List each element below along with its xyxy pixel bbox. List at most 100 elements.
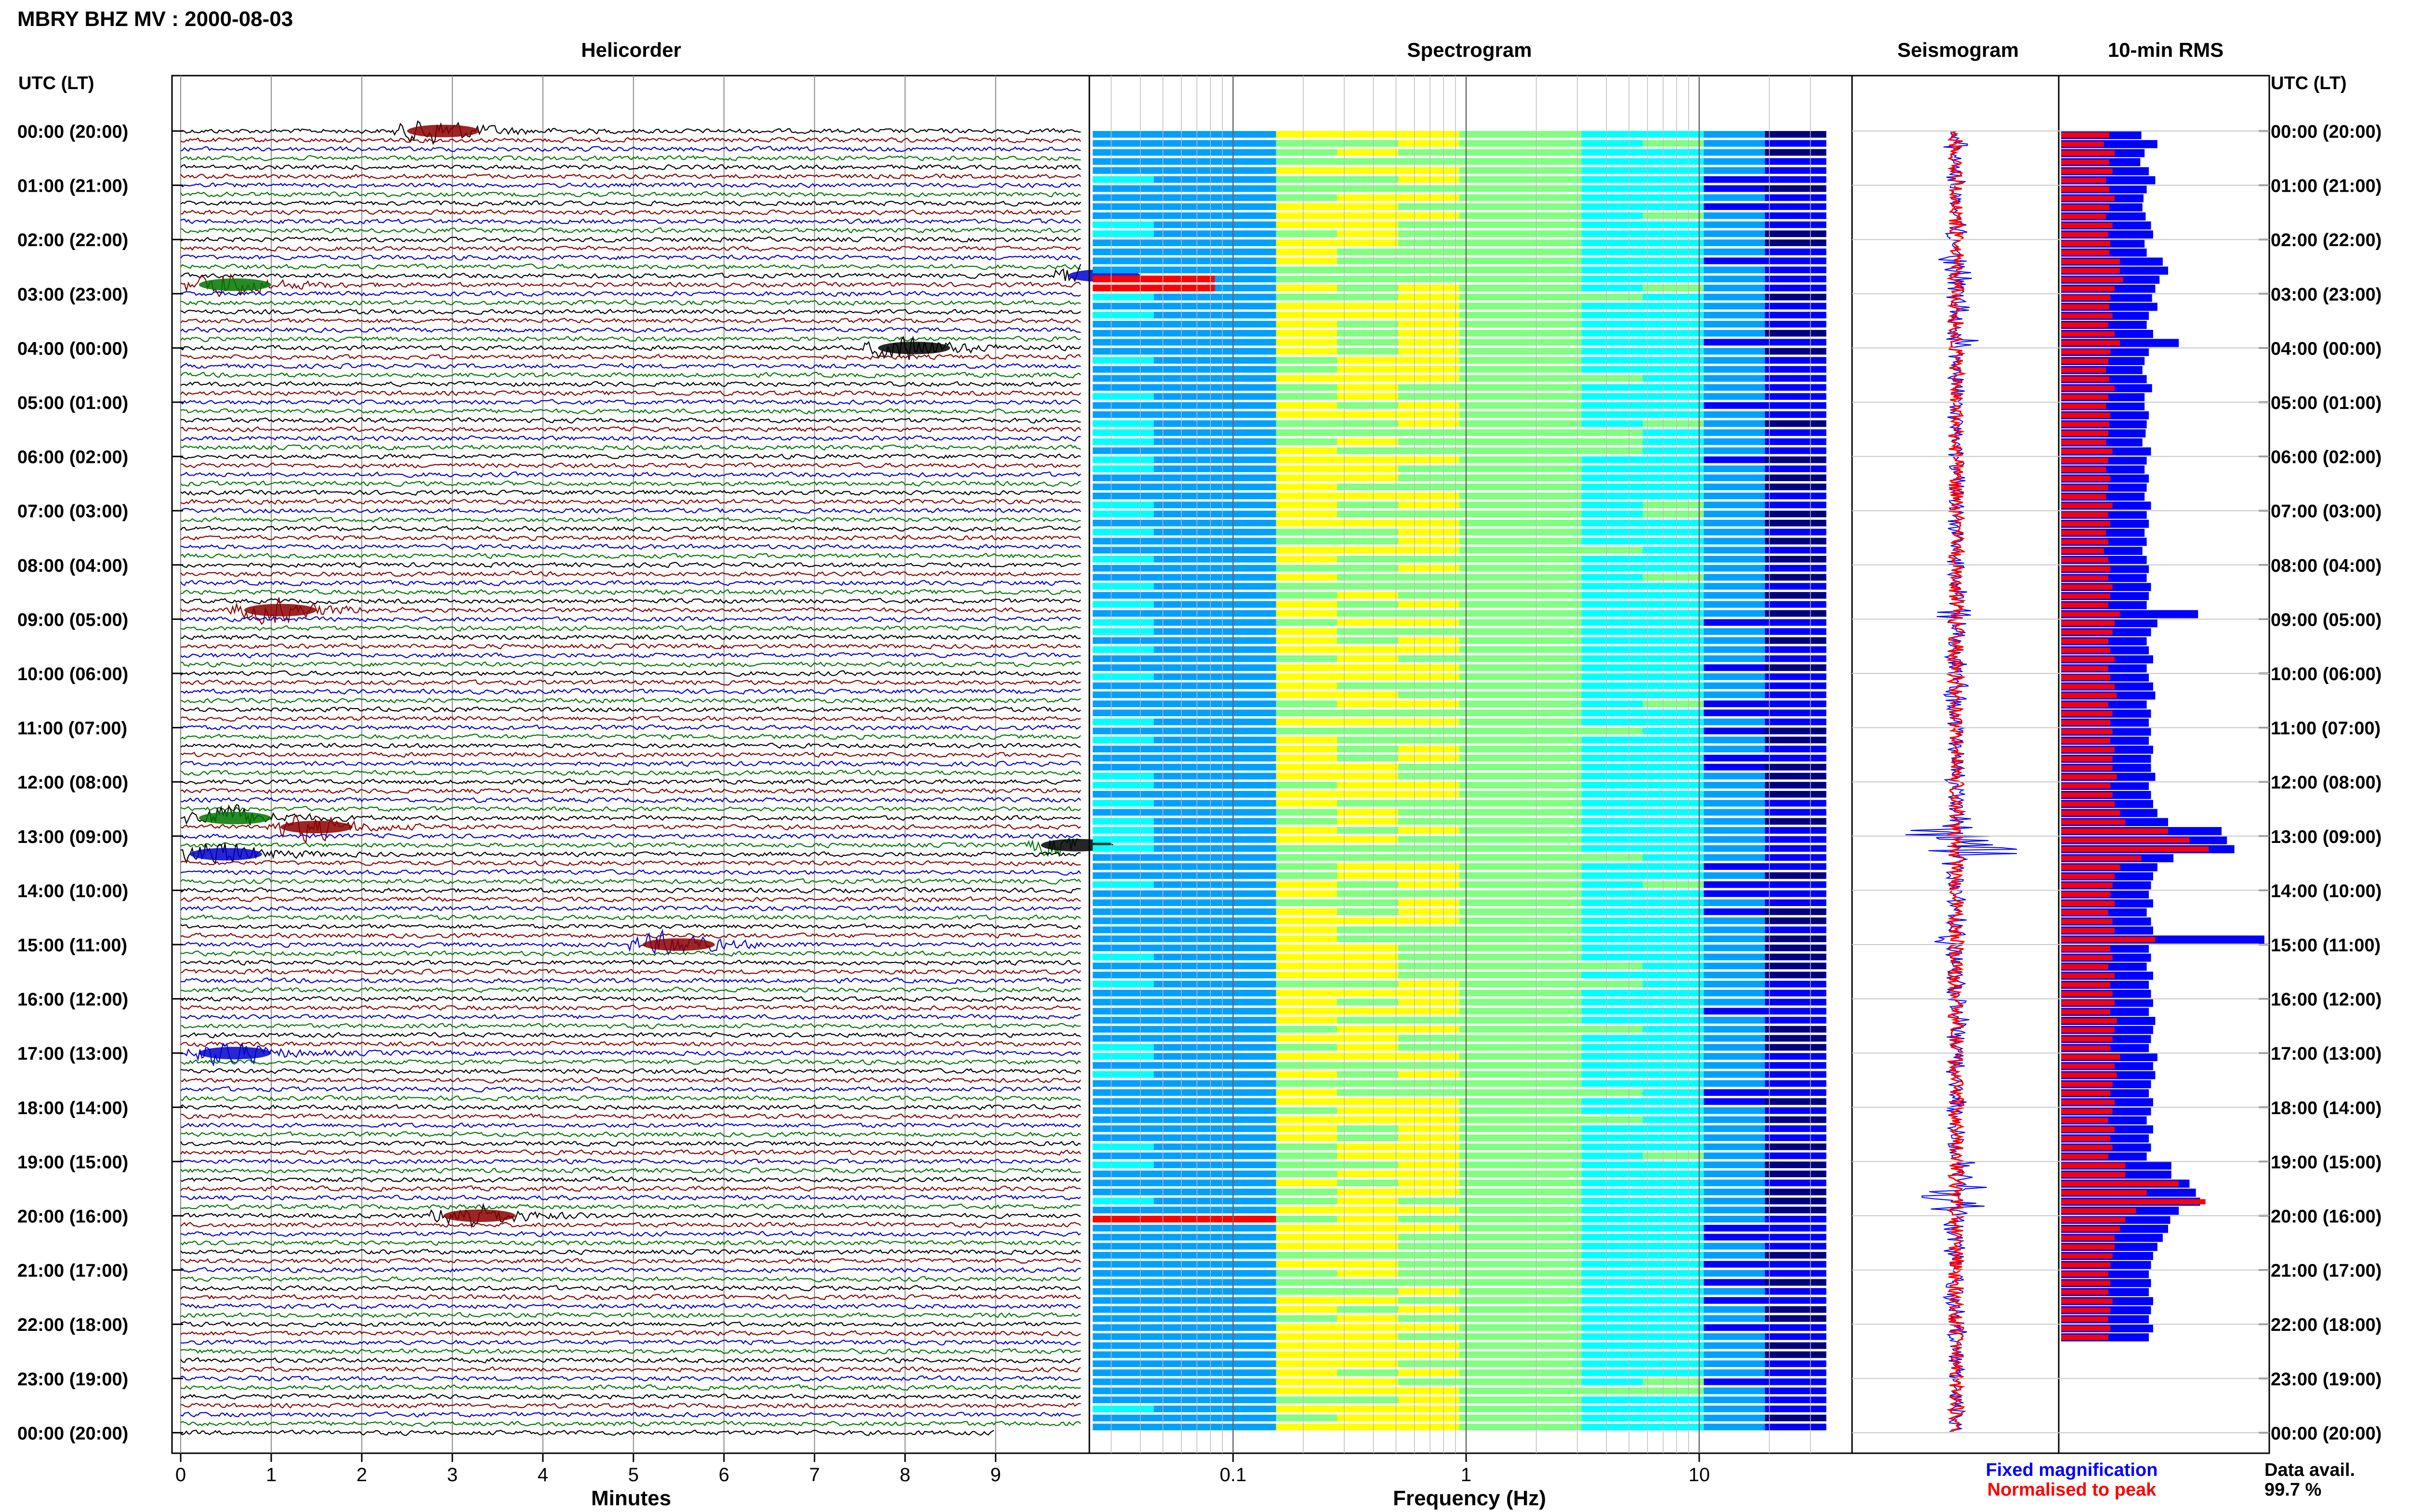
spectrogram-cell bbox=[1093, 465, 1154, 473]
spectrogram-cell bbox=[1215, 203, 1277, 210]
spectrogram-cell bbox=[1093, 520, 1154, 526]
spectrogram-cell bbox=[1765, 1252, 1827, 1259]
spectrogram-cell bbox=[1581, 628, 1643, 635]
spectrogram-cell bbox=[1093, 1188, 1154, 1196]
spectrogram-cell bbox=[1337, 511, 1399, 517]
spectrogram-cell bbox=[1459, 1360, 1521, 1367]
spectrogram-cell bbox=[1581, 999, 1643, 1006]
spectrogram-cell bbox=[1459, 438, 1521, 445]
spectrogram-cell bbox=[1459, 1152, 1521, 1159]
spectrogram-cell bbox=[1215, 176, 1277, 183]
spectrogram-cell bbox=[1398, 664, 1460, 671]
spectrogram-cell bbox=[1459, 312, 1521, 319]
time-label-left: 19:00 (15:00) bbox=[17, 1152, 128, 1172]
rms-bar-normalised bbox=[2061, 1045, 2111, 1051]
spectrogram-cell bbox=[1459, 1188, 1521, 1196]
spectrogram-cell bbox=[1398, 989, 1460, 997]
spectrogram-cell bbox=[1642, 1089, 1704, 1096]
spectrogram-cell bbox=[1765, 221, 1827, 228]
spectrogram-cell bbox=[1398, 1071, 1460, 1078]
spectrogram-cell bbox=[1153, 528, 1216, 536]
spectrogram-x-ticks: 0.1 1 10 bbox=[1219, 1453, 1710, 1486]
spectrogram-cell bbox=[1093, 1414, 1154, 1421]
spectrogram-cell bbox=[1215, 908, 1277, 915]
spectrogram-cell bbox=[1337, 1098, 1399, 1105]
spectrogram-cell bbox=[1153, 1342, 1216, 1349]
spectrogram-cell bbox=[1276, 700, 1337, 708]
spectrogram-cell bbox=[1398, 619, 1460, 626]
spectrogram-cell bbox=[1520, 1134, 1582, 1141]
spectrogram-cell bbox=[1337, 836, 1399, 843]
spectrogram-cell bbox=[1215, 926, 1277, 933]
spectrogram-cell bbox=[1153, 999, 1216, 1006]
spectrogram-cell bbox=[1337, 646, 1399, 653]
spectrogram-cell bbox=[1704, 818, 1765, 825]
spectrogram-cell bbox=[1581, 989, 1643, 997]
spectrogram-cell bbox=[1459, 366, 1521, 373]
helicorder-x-tick-label: 4 bbox=[538, 1464, 548, 1486]
spectrogram-cell bbox=[1459, 375, 1521, 382]
spectrogram-cell bbox=[1276, 727, 1337, 735]
spectrogram-cell bbox=[1642, 746, 1704, 752]
spectrogram-cell bbox=[1642, 249, 1704, 255]
spectrogram-cell bbox=[1581, 249, 1643, 255]
spectrogram-cell bbox=[1215, 673, 1277, 680]
spectrogram-cell bbox=[1642, 1324, 1704, 1331]
spectrogram-cell bbox=[1337, 935, 1399, 942]
spectrogram-cell bbox=[1153, 556, 1216, 563]
spectrogram-cell bbox=[1642, 329, 1704, 337]
spectrogram-cell bbox=[1093, 140, 1154, 147]
helicorder-trace-row bbox=[180, 1267, 1081, 1274]
spectrogram-cell bbox=[1581, 718, 1643, 725]
rms-bar-normalised bbox=[2061, 250, 2109, 255]
spectrogram-cell bbox=[1581, 574, 1643, 581]
spectrogram-cell bbox=[1337, 438, 1399, 445]
rms-bar-normalised bbox=[2061, 448, 2113, 454]
spectrogram-cell bbox=[1520, 1423, 1582, 1431]
spectrogram-cell bbox=[1520, 203, 1582, 210]
spectrogram-cell bbox=[1276, 329, 1337, 337]
spectrogram-cell bbox=[1215, 1071, 1277, 1078]
rms-bar-normalised bbox=[2061, 1100, 2115, 1105]
spectrogram-cell bbox=[1520, 1143, 1582, 1150]
spectrogram-cell bbox=[1765, 565, 1827, 572]
spectrogram-cell bbox=[1093, 1234, 1154, 1241]
spectrogram-cell bbox=[1704, 746, 1765, 752]
spectrogram-cell bbox=[1398, 881, 1460, 888]
spectrogram-cell bbox=[1398, 393, 1460, 400]
time-label-right: 17:00 (13:00) bbox=[2271, 1044, 2382, 1064]
spectrogram-cell bbox=[1704, 1080, 1765, 1087]
spectrogram-cell bbox=[1215, 547, 1277, 554]
spectrogram-cell bbox=[1093, 293, 1154, 301]
spectrogram-cell bbox=[1276, 1207, 1337, 1213]
spectrogram-cell bbox=[1276, 881, 1337, 888]
spectrogram-cell bbox=[1581, 528, 1643, 536]
spectrogram-cell bbox=[1276, 483, 1337, 490]
spectrogram-cell bbox=[1642, 348, 1704, 355]
spectrogram-cell bbox=[1704, 1161, 1765, 1169]
spectrogram-cell bbox=[1398, 935, 1460, 942]
rms-bar-normalised bbox=[2061, 1262, 2111, 1268]
spectrogram-cell bbox=[1642, 1234, 1704, 1241]
helicorder-trace-row bbox=[180, 1411, 1081, 1418]
rms-bar-normalised bbox=[2061, 458, 2108, 463]
spectrogram-cell bbox=[1093, 131, 1154, 138]
spectrogram-cell bbox=[1398, 402, 1460, 409]
spectrogram-cell bbox=[1765, 1224, 1827, 1232]
time-label-left: 09:00 (05:00) bbox=[17, 610, 128, 630]
spectrogram-cell bbox=[1459, 447, 1521, 454]
spectrogram-cell bbox=[1093, 1089, 1154, 1096]
spectrogram-cell bbox=[1765, 836, 1827, 843]
spectrogram-cell bbox=[1215, 890, 1277, 897]
spectrogram-cell bbox=[1704, 511, 1765, 517]
spectrogram-cell bbox=[1276, 899, 1337, 906]
spectrogram-cell bbox=[1459, 628, 1521, 635]
spectrogram-cell bbox=[1215, 1188, 1277, 1196]
spectrogram-cell bbox=[1581, 321, 1643, 328]
helicorder-trace-row bbox=[180, 688, 1081, 695]
spectrogram-cell bbox=[1459, 520, 1521, 526]
spectrogram-cell bbox=[1153, 1134, 1216, 1141]
spectrogram-cell bbox=[1581, 881, 1643, 888]
spectrogram-cell bbox=[1520, 302, 1582, 310]
spectrogram-cell bbox=[1704, 239, 1765, 246]
